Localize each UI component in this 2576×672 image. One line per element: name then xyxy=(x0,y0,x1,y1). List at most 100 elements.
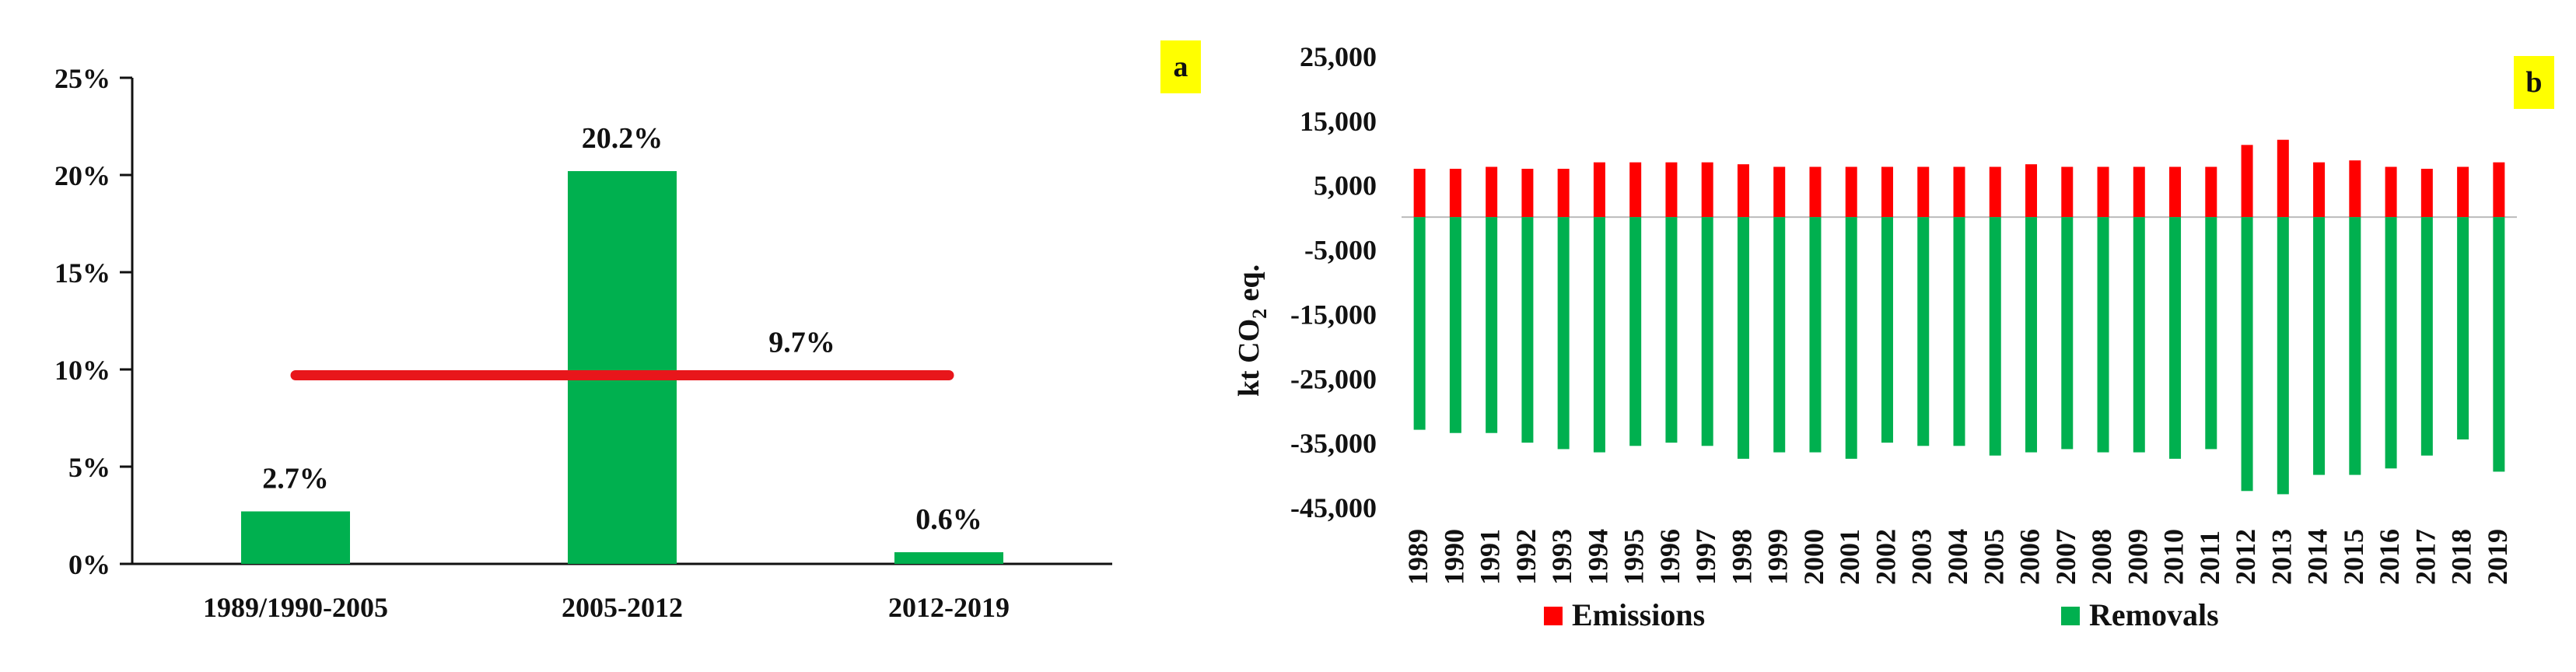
removals-bar xyxy=(2205,217,2217,450)
emissions-bar xyxy=(2061,166,2074,218)
b-x-tick-label: 2015 xyxy=(2338,529,2369,585)
removals-bar xyxy=(2313,217,2326,475)
b-y-tick-label: 5,000 xyxy=(1314,170,1377,201)
removals-bar xyxy=(2241,217,2253,492)
removals-bar xyxy=(1629,217,1642,446)
b-x-tick-label: 2004 xyxy=(1942,529,1973,585)
emissions-bar xyxy=(2277,139,2289,218)
b-y-tick-label: -15,000 xyxy=(1290,299,1377,330)
chart-a: 0% 5% 10% 15% 20% 25% 2.7% 1989/1990-2005 20.2% 2… xyxy=(54,40,1201,623)
removals-bar xyxy=(2061,217,2074,450)
b-x-tick-label: 2018 xyxy=(2446,529,2477,585)
legend-label-removals: Removals xyxy=(2089,597,2219,632)
a-y-tick-label: 25% xyxy=(54,63,110,94)
emissions-bar xyxy=(1881,166,1893,218)
a-bar xyxy=(241,511,350,564)
b-x-tick-label: 2003 xyxy=(1906,529,1937,585)
b-x-tick-label: 1993 xyxy=(1546,529,1577,585)
removals-bar xyxy=(1989,217,2001,456)
legend-swatch-emissions xyxy=(1544,607,1563,625)
emissions-bar xyxy=(1629,162,1642,218)
emissions-bar xyxy=(1737,164,1749,218)
emissions-bar xyxy=(1917,166,1930,218)
emissions-bar xyxy=(2493,162,2505,218)
emissions-bar xyxy=(2313,162,2326,218)
emissions-bar xyxy=(2241,145,2253,218)
removals-bar xyxy=(1557,217,1570,450)
removals-bar xyxy=(2420,217,2433,456)
b-x-tick-label: 2014 xyxy=(2302,529,2333,585)
a-bar-value-label: 20.2% xyxy=(582,122,663,155)
a-x-tick-label: 2012-2019 xyxy=(888,592,1010,623)
emissions-bar xyxy=(1449,169,1461,218)
emissions-bar xyxy=(1809,166,1822,218)
legend-label-emissions: Emissions xyxy=(1572,597,1705,632)
b-y-tick-label: 15,000 xyxy=(1300,106,1377,137)
emissions-bar xyxy=(2349,160,2361,218)
a-bar xyxy=(894,552,1003,564)
removals-bar xyxy=(1773,217,1786,453)
b-x-tick-label: 2007 xyxy=(2050,529,2081,585)
b-x-tick-label: 1995 xyxy=(1619,529,1650,585)
emissions-bar xyxy=(1665,162,1678,218)
legend-swatch-removals xyxy=(2061,607,2080,625)
removals-bar xyxy=(1917,217,1930,446)
b-x-tick-label: 1999 xyxy=(1762,529,1794,585)
b-x-tick-label: 1991 xyxy=(1475,529,1506,585)
emissions-bar xyxy=(2205,166,2217,218)
a-y-tick-label: 5% xyxy=(68,452,110,483)
a-y-tick-label: 10% xyxy=(54,355,110,386)
b-x-tick-label: 2011 xyxy=(2194,530,2225,585)
b-x-tick-label: 2009 xyxy=(2122,529,2153,585)
removals-bar xyxy=(1881,217,1893,443)
b-x-tick-label: 1997 xyxy=(1690,529,1721,585)
badge-a-label: a xyxy=(1174,51,1188,83)
removals-bar xyxy=(1701,217,1713,446)
removals-bar xyxy=(2457,217,2469,439)
a-x-tick-label: 1989/1990-2005 xyxy=(203,592,388,623)
b-x-tick-label: 2019 xyxy=(2482,529,2513,585)
b-x-tick-label: 1990 xyxy=(1438,529,1469,585)
removals-bar xyxy=(2133,217,2145,453)
removals-bar xyxy=(2025,217,2038,453)
emissions-bar xyxy=(2097,166,2109,218)
removals-bar xyxy=(2493,217,2505,472)
emissions-bar xyxy=(1953,166,1965,218)
badge-b-label: b xyxy=(2525,66,2542,99)
b-x-tick-label: 1996 xyxy=(1654,529,1685,585)
b-x-tick-label: 2000 xyxy=(1798,529,1829,585)
removals-bar xyxy=(2097,217,2109,453)
a-bar xyxy=(568,171,677,564)
removals-bar xyxy=(1521,217,1534,443)
removals-bar xyxy=(1845,217,1857,459)
a-bar-value-label: 0.6% xyxy=(915,503,982,536)
b-x-tick-label: 1994 xyxy=(1582,529,1613,585)
a-bar-value-label: 2.7% xyxy=(262,463,329,495)
removals-bar xyxy=(2349,217,2361,475)
emissions-bar xyxy=(1413,169,1426,218)
removals-bar xyxy=(1413,217,1426,430)
removals-bar xyxy=(1593,217,1605,453)
emissions-bar xyxy=(1701,162,1713,218)
b-x-tick-label: 1989 xyxy=(1402,529,1433,585)
removals-bar xyxy=(1486,217,1498,433)
emissions-bar xyxy=(1593,162,1605,218)
badge-b xyxy=(2514,56,2554,109)
emissions-bar xyxy=(1989,166,2001,218)
b-x-tick-label: 2017 xyxy=(2410,529,2441,585)
b-x-tick-label: 2005 xyxy=(1978,529,2009,585)
b-y-tick-label: -5,000 xyxy=(1304,235,1377,266)
removals-bar xyxy=(1449,217,1461,433)
emissions-bar xyxy=(1521,169,1534,218)
emissions-bar xyxy=(1773,166,1786,218)
emissions-bar xyxy=(2385,166,2397,218)
b-x-tick-label: 2006 xyxy=(2014,529,2046,585)
emissions-bar xyxy=(2133,166,2145,218)
a-y-tick-label: 0% xyxy=(68,549,110,580)
b-x-tick-label: 2008 xyxy=(2086,529,2117,585)
emissions-bar xyxy=(1486,166,1498,218)
removals-bar xyxy=(1953,217,1965,446)
b-x-tick-label: 2010 xyxy=(2158,529,2189,585)
a-average-line-label: 9.7% xyxy=(768,327,835,359)
b-x-tick-label: 1998 xyxy=(1726,529,1757,585)
